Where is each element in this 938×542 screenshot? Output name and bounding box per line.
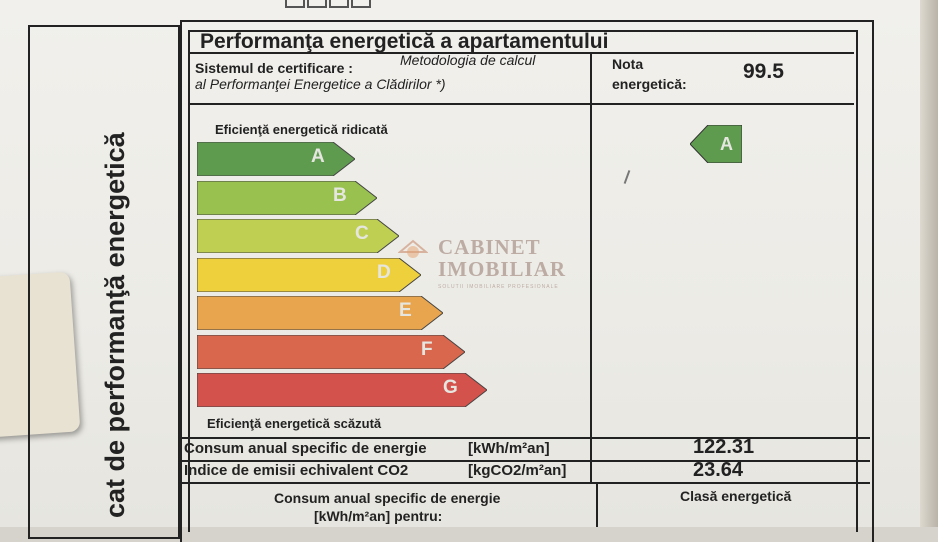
bottom-left-line2: [kWh/m²an] pentru: [314,508,443,524]
bottom-right-label: Clasă energetică [680,488,792,504]
current-class-letter: A [720,134,733,154]
emissions-value: 23.64 [693,459,744,481]
consumption-value: 122.31 [693,436,755,458]
certification-method-line2: al Performanţei Energetice a Clădirilor … [195,76,446,92]
energy-class-bar-f: F [197,334,465,369]
energy-class-letter: E [399,300,412,321]
watermark-line1: CABINET [438,235,541,259]
watermark-subline: SOLUTII IMOBILIARE PROFESIONALE [438,284,559,290]
energy-class-letter: C [355,223,369,244]
grade-label-line2: energetică: [612,76,687,92]
watermark-logo: CABINET IMOBILIAR [400,236,566,280]
energy-class-bar-d: D [197,257,421,292]
energy-class-bar-e: E [197,296,443,330]
energy-class-letter: D [377,261,391,283]
scale-bottom-label: Eficienţă energetică scăzută [207,416,382,431]
energy-class-bar-g: G [197,373,487,407]
certificate-paper [0,0,938,527]
energy-class-bar-a: A [197,142,355,176]
grade-value: 99.5 [743,60,784,83]
section-title: Performanţa energetică a apartamentului [200,30,609,53]
energy-class-letter: G [443,377,458,398]
energy-class-letter: A [311,146,325,167]
divider [188,52,854,54]
bottom-left-line1: Consum anual specific de energie [274,490,501,506]
main-frame [180,20,874,542]
divider [180,482,870,484]
top-marks [285,0,385,8]
energy-class-letter: B [333,184,347,206]
divider [180,437,870,439]
consumption-unit: [kWh/m²an] [468,440,550,457]
certification-label: Sistemul de certificare : [195,60,353,76]
vertical-title: cat de performanţă energetică [100,132,130,518]
energy-class-bar-b: B [197,180,377,215]
grade-label: Nota energetică: [612,54,687,94]
column-divider [596,482,598,527]
energy-class-letter: F [421,338,433,360]
column-divider [590,437,592,482]
inner-frame [188,30,858,532]
emissions-label: Indice de emisii echivalent CO2 [184,462,409,479]
column-divider [590,52,592,437]
watermark-house-icon [398,239,428,258]
certification-method-line1: Metodologia de calcul [400,52,536,68]
watermark-line2: IMOBILIAR [438,257,567,281]
grade-label-line1: Nota [612,56,644,72]
consumption-label: Consum anual specific de energie [184,440,427,457]
paper-edge [920,0,938,527]
divider [188,103,854,105]
current-class-marker [690,125,742,163]
scale-top-label: Eficienţă energetică ridicată [215,122,388,137]
energy-class-bar-c: C [197,219,399,253]
emissions-unit: [kgCO2/m²an] [468,462,567,479]
divider [180,460,870,462]
